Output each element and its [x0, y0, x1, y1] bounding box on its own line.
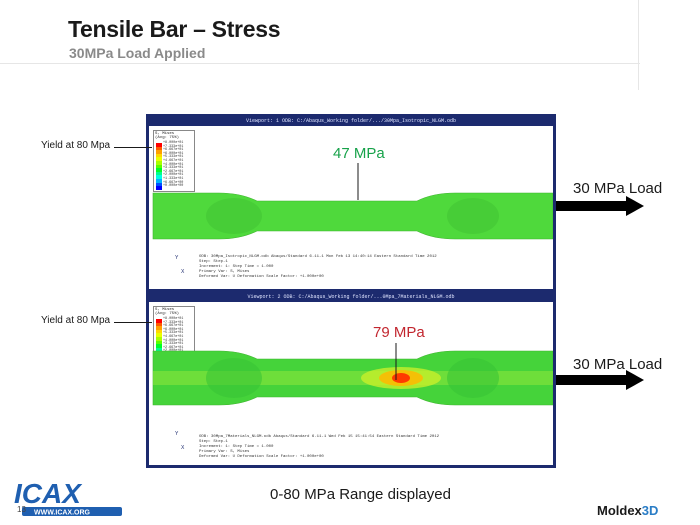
legend-swatch: [156, 143, 162, 147]
viewport-2: Viewport: 2 ODB: C:/Abaqus_Working folde…: [146, 290, 556, 468]
moldex3d-brand: Moldex3D: [597, 503, 658, 518]
legend-swatch: [156, 164, 162, 169]
legend-swatch: [156, 344, 162, 348]
axis-x-label: X: [181, 445, 185, 451]
load-label-2: 30 MPa Load: [573, 356, 663, 373]
footer-line: Deformed Var: U Deformation Scale Factor…: [199, 275, 324, 279]
legend-tick: +6.000e+01: [163, 151, 184, 156]
slide-title: Tensile Bar – Stress: [68, 16, 281, 42]
legend-swatch: [156, 347, 162, 352]
legend-swatch: [156, 175, 162, 179]
legend-tick: +4.667e+01: [163, 334, 184, 339]
legend-swatch: [156, 329, 162, 334]
yield-leader-1: [114, 147, 152, 148]
legend-tick: +3.333e+01: [163, 342, 184, 347]
viewport-1-header: Viewport: 1 ODB: C:/Abaqus_Working folde…: [149, 117, 553, 126]
legend-tick: +4.000e+01: [163, 338, 184, 343]
legend-tick: +8.000e+01: [163, 317, 184, 321]
svg-text:ICAX: ICAX: [14, 478, 83, 509]
stress-callout-1: 47 MPa: [333, 145, 385, 162]
footer-line: ODB: 30Mpa_Isotropic_NLGM.odb Abaqus/Sta…: [199, 255, 437, 259]
footer-line: Increment: 1: Step Time = 1.000: [199, 265, 274, 269]
legend-swatch: [156, 153, 162, 158]
footer-line: ODB: 30Mpa_7Materials_NLGM.odb Abaqus/St…: [199, 435, 440, 439]
footer-line: Increment: 1: Step Time = 1.000: [199, 445, 274, 449]
axis-y-label: Y: [175, 431, 179, 437]
axis-x-label: X: [181, 269, 185, 275]
title-divider: [0, 63, 640, 64]
legend-swatch: [156, 340, 162, 345]
legend-tick: +7.333e+01: [163, 144, 184, 149]
page-number: 13: [17, 505, 26, 514]
footer-line: Step: Step-1: [199, 440, 228, 444]
legend-ticks: +8.000e+01 +7.333e+01 +6.667e+01 +6.000e+01…: [163, 141, 184, 189]
legend-swatch: [156, 157, 162, 161]
legend-swatch: [156, 326, 162, 330]
range-note: 0-80 MPa Range displayed: [270, 486, 451, 503]
legend-tick: +7.333e+01: [163, 320, 184, 325]
viewport-2-footer: ODB: 30Mpa_7Materials_NLGM.odb Abaqus/St…: [199, 435, 439, 460]
load-label-1: 30 MPa Load: [573, 180, 663, 197]
legend-swatches: [156, 143, 162, 190]
viewport-1-legend: S, Mises (Avg: 75%) +8.000e+01 +7.333e+01…: [153, 130, 195, 192]
legend-tick: +2.667e+01: [163, 345, 184, 350]
legend-swatch: [156, 150, 162, 154]
legend-swatch: [156, 319, 162, 323]
slide-subtitle: 30MPa Load Applied: [69, 45, 206, 61]
yield-leader-2: [114, 322, 152, 323]
yield-label-2: Yield at 80 Mpa: [41, 315, 111, 326]
legend-swatch: [156, 322, 162, 327]
legend-title: S, Mises (Avg: 75%): [155, 308, 180, 316]
stress-callout-2: 79 MPa: [373, 324, 425, 341]
legend-tick: +2.000e+01: [163, 173, 184, 178]
corner-divider: [638, 0, 639, 90]
legend-tick: +8.000e+01: [163, 141, 184, 145]
axis-y-label: Y: [175, 255, 179, 261]
viewport-2-header: Viewport: 2 ODB: C:/Abaqus_Working folde…: [149, 293, 553, 302]
legend-tick: +6.667e+01: [163, 148, 184, 153]
legend-swatch: [156, 186, 162, 190]
icax-logo: ICAX WWW.ICAX.ORG: [14, 478, 122, 517]
footer-line: Deformed Var: U Deformation Scale Factor…: [199, 455, 324, 459]
legend-swatch: [156, 333, 162, 337]
yield-label-1: Yield at 80 Mpa: [41, 140, 111, 151]
legend-tick: +2.667e+01: [163, 169, 184, 174]
legend-tick: +6.667e+01: [163, 324, 184, 329]
legend-swatch: [156, 182, 162, 187]
legend-tick: +1.333e+01: [163, 176, 184, 181]
brand-suffix: 3D: [641, 503, 659, 518]
legend-tick: +6.000e+01: [163, 327, 184, 332]
footer-line: Primary Var: S, Mises: [199, 270, 250, 274]
legend-tick: +5.333e+01: [163, 331, 184, 336]
legend-swatch: [156, 146, 162, 151]
legend-swatch: [156, 178, 162, 183]
viewport-1: Viewport: 1 ODB: C:/Abaqus_Working folde…: [146, 114, 556, 292]
legend-swatch: [156, 160, 162, 165]
legend-tick: +4.667e+01: [163, 158, 184, 163]
footer-line: Primary Var: S, Mises: [199, 450, 250, 454]
footer-line: Step: Step-1: [199, 260, 228, 264]
legend-title: S, Mises (Avg: 75%): [155, 132, 180, 140]
legend-tick: +0.000e+00: [163, 184, 184, 189]
legend-tick: +5.333e+01: [163, 155, 184, 160]
svg-text:WWW.ICAX.ORG: WWW.ICAX.ORG: [34, 510, 91, 517]
legend-tick: +4.000e+01: [163, 162, 184, 167]
tensile-bar-2: [152, 350, 553, 406]
legend-swatch: [156, 171, 162, 176]
brand-prefix: Moldex: [597, 503, 642, 518]
legend-tick: +3.333e+01: [163, 166, 184, 171]
legend-swatch: [156, 168, 162, 172]
legend-tick: +6.667e+00: [163, 180, 184, 185]
tensile-bar-1: [152, 192, 553, 240]
viewport-1-footer: ODB: 30Mpa_Isotropic_NLGM.odb Abaqus/Sta…: [199, 255, 437, 280]
legend-swatch: [156, 336, 162, 341]
